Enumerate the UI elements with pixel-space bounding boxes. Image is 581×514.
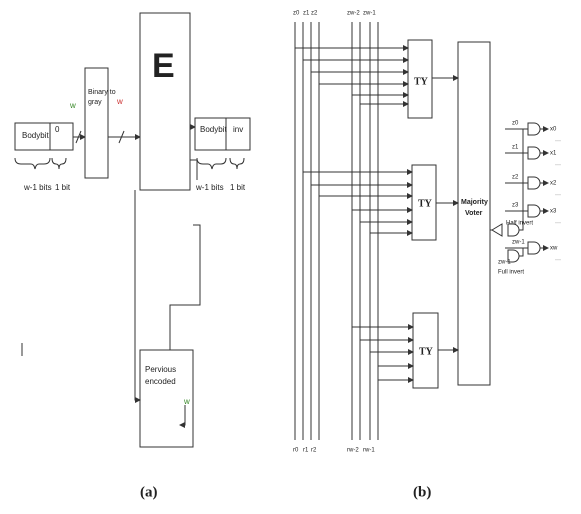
dots: ··· [555, 139, 561, 145]
gate-input: z3 [512, 203, 519, 209]
bus-slash [118, 130, 125, 144]
feedback-label: encoded [145, 377, 176, 386]
gate [527, 204, 541, 218]
ty-unit [407, 39, 433, 119]
brace [14, 157, 51, 170]
gate-input: zw-1 [512, 240, 525, 246]
bottom-label: r0 [293, 448, 299, 454]
caption: (a) [140, 484, 158, 500]
encoder [139, 12, 191, 191]
feedback-label: Pervious [145, 365, 176, 374]
width-label: w [116, 97, 123, 106]
panel-a: Bodybit 0 w Binary to gray w E Bodybit i… [14, 12, 251, 500]
full-invert: Full invert [498, 270, 524, 276]
encoder-label: E [152, 47, 175, 85]
output-body: Bodybit [200, 125, 227, 134]
ty-label: TY [419, 346, 434, 357]
gate [507, 223, 520, 237]
half-invert: Half invert [506, 221, 533, 227]
output-label: xw [550, 246, 558, 252]
feedback-register [139, 349, 194, 448]
converter [84, 67, 109, 179]
bus-slash [75, 130, 82, 144]
brace-label: 1 bit [230, 183, 246, 192]
ty-unit [412, 312, 439, 389]
gate [527, 241, 541, 255]
output-label: x3 [550, 209, 557, 215]
output-flag: inv [233, 125, 243, 134]
brace-label: w-1 bits [195, 183, 224, 192]
majority-voter [457, 41, 491, 386]
gate [527, 176, 541, 190]
gate-input: z2 [512, 175, 519, 181]
width-label: w [69, 101, 76, 110]
top-label: z2 [311, 11, 318, 17]
wire [190, 159, 198, 180]
top-label: zw-1 [363, 11, 376, 17]
top-label: zw-2 [347, 11, 360, 17]
output-register [194, 117, 251, 151]
input-flag: 0 [55, 125, 60, 134]
voter-label: Majority [461, 199, 488, 206]
bottom-label: r1 [303, 448, 309, 454]
top-label: z0 [293, 11, 300, 17]
gate-input: z1 [512, 145, 519, 151]
input-body: Bodybit [22, 131, 49, 140]
gate [507, 249, 520, 263]
ty-label: TY [418, 198, 433, 209]
panel-b: TY TY TY Majority Voter Half invert Full… [293, 11, 561, 501]
converter-label: gray [88, 99, 102, 106]
brace [196, 157, 227, 170]
dots: ··· [555, 258, 561, 264]
bottom-label: r2 [311, 448, 317, 454]
input-register [14, 122, 74, 151]
output-label: x0 [550, 127, 557, 133]
control-input: zw-1 [498, 260, 511, 266]
top-label: z1 [303, 11, 310, 17]
width-label: w [183, 397, 190, 406]
bottom-label: rw-2 [347, 448, 359, 454]
brace-label: w-1 bits [23, 183, 52, 192]
brace [51, 157, 67, 170]
ty-label: TY [414, 76, 429, 87]
gate [491, 223, 503, 237]
converter-label: Binary to [88, 89, 116, 96]
bottom-label: rw-1 [363, 448, 375, 454]
ty-unit [411, 164, 437, 241]
brace-label: 1 bit [55, 183, 71, 192]
dots: ··· [555, 193, 561, 199]
wire [169, 224, 201, 350]
gate-input: z0 [512, 121, 519, 127]
dots: ··· [555, 221, 561, 227]
voter-label: Voter [465, 210, 483, 217]
caption: (b) [413, 484, 431, 500]
brace [229, 157, 245, 170]
dots: ··· [555, 163, 561, 169]
gate [527, 122, 541, 136]
arrow [179, 405, 186, 428]
wire [519, 129, 524, 257]
arrow [134, 190, 141, 403]
output-label: x2 [550, 181, 557, 187]
gate [527, 146, 541, 160]
output-label: x1 [550, 151, 557, 157]
